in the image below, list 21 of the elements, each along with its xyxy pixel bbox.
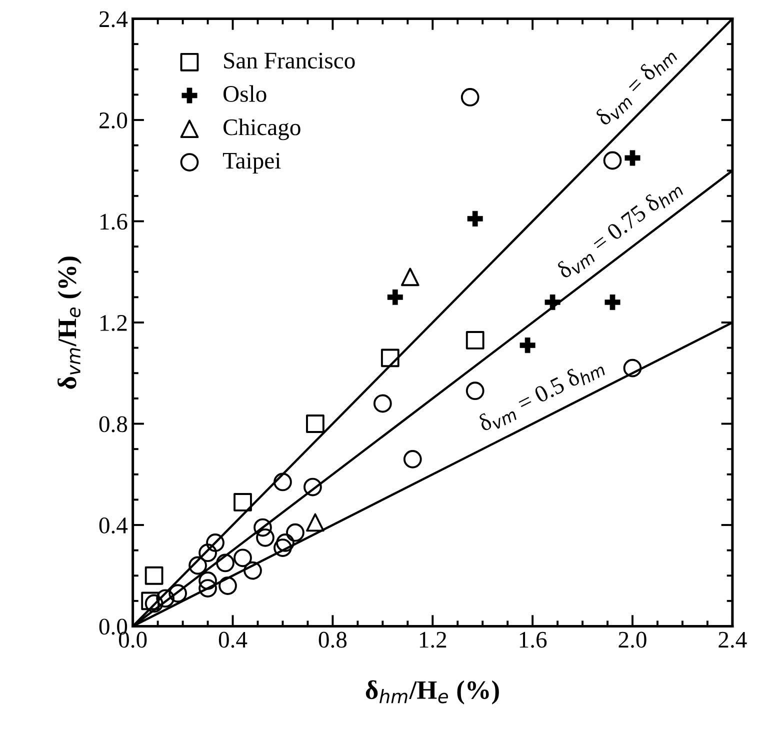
x-tick-label: 2.0 (618, 632, 646, 648)
legend-label: Chicago (224, 118, 300, 140)
y-tick-label: 2.0 (99, 112, 128, 129)
legend-label: Oslo (224, 85, 266, 102)
y-axis-title: δ$_{vm}$/H$_{e}$ (%) (58, 256, 82, 389)
y-tick-label: 1.6 (100, 214, 128, 230)
x-tick-label: 0.4 (218, 632, 248, 648)
annotation: δ$_{vm}$ = 0.75 δ$_{hm}$ (555, 177, 684, 282)
legend-label: Taipei (222, 152, 281, 174)
y-tick-label: 0.4 (99, 517, 128, 534)
x-tick-label: 0.8 (318, 632, 347, 648)
annotation: δ$_{vm}$ = δ$_{hm}$ (594, 44, 678, 129)
x-tick-label: 2.4 (718, 632, 747, 648)
y-tick-label: 1.2 (100, 315, 127, 332)
y-tick-label: 0.8 (99, 416, 128, 432)
x-tick-label: 1.2 (420, 632, 446, 648)
annotation: δ$_{vm}$ = 0.5 δ$_{hm}$ (476, 356, 606, 435)
y-tick-label: 2.4 (99, 11, 128, 28)
legend-label: San Francisco (224, 52, 355, 69)
x-tick-label: 1.6 (520, 632, 547, 648)
x-axis-title: δ$_{hm}$/H$_{e}$ (%) (366, 680, 499, 704)
